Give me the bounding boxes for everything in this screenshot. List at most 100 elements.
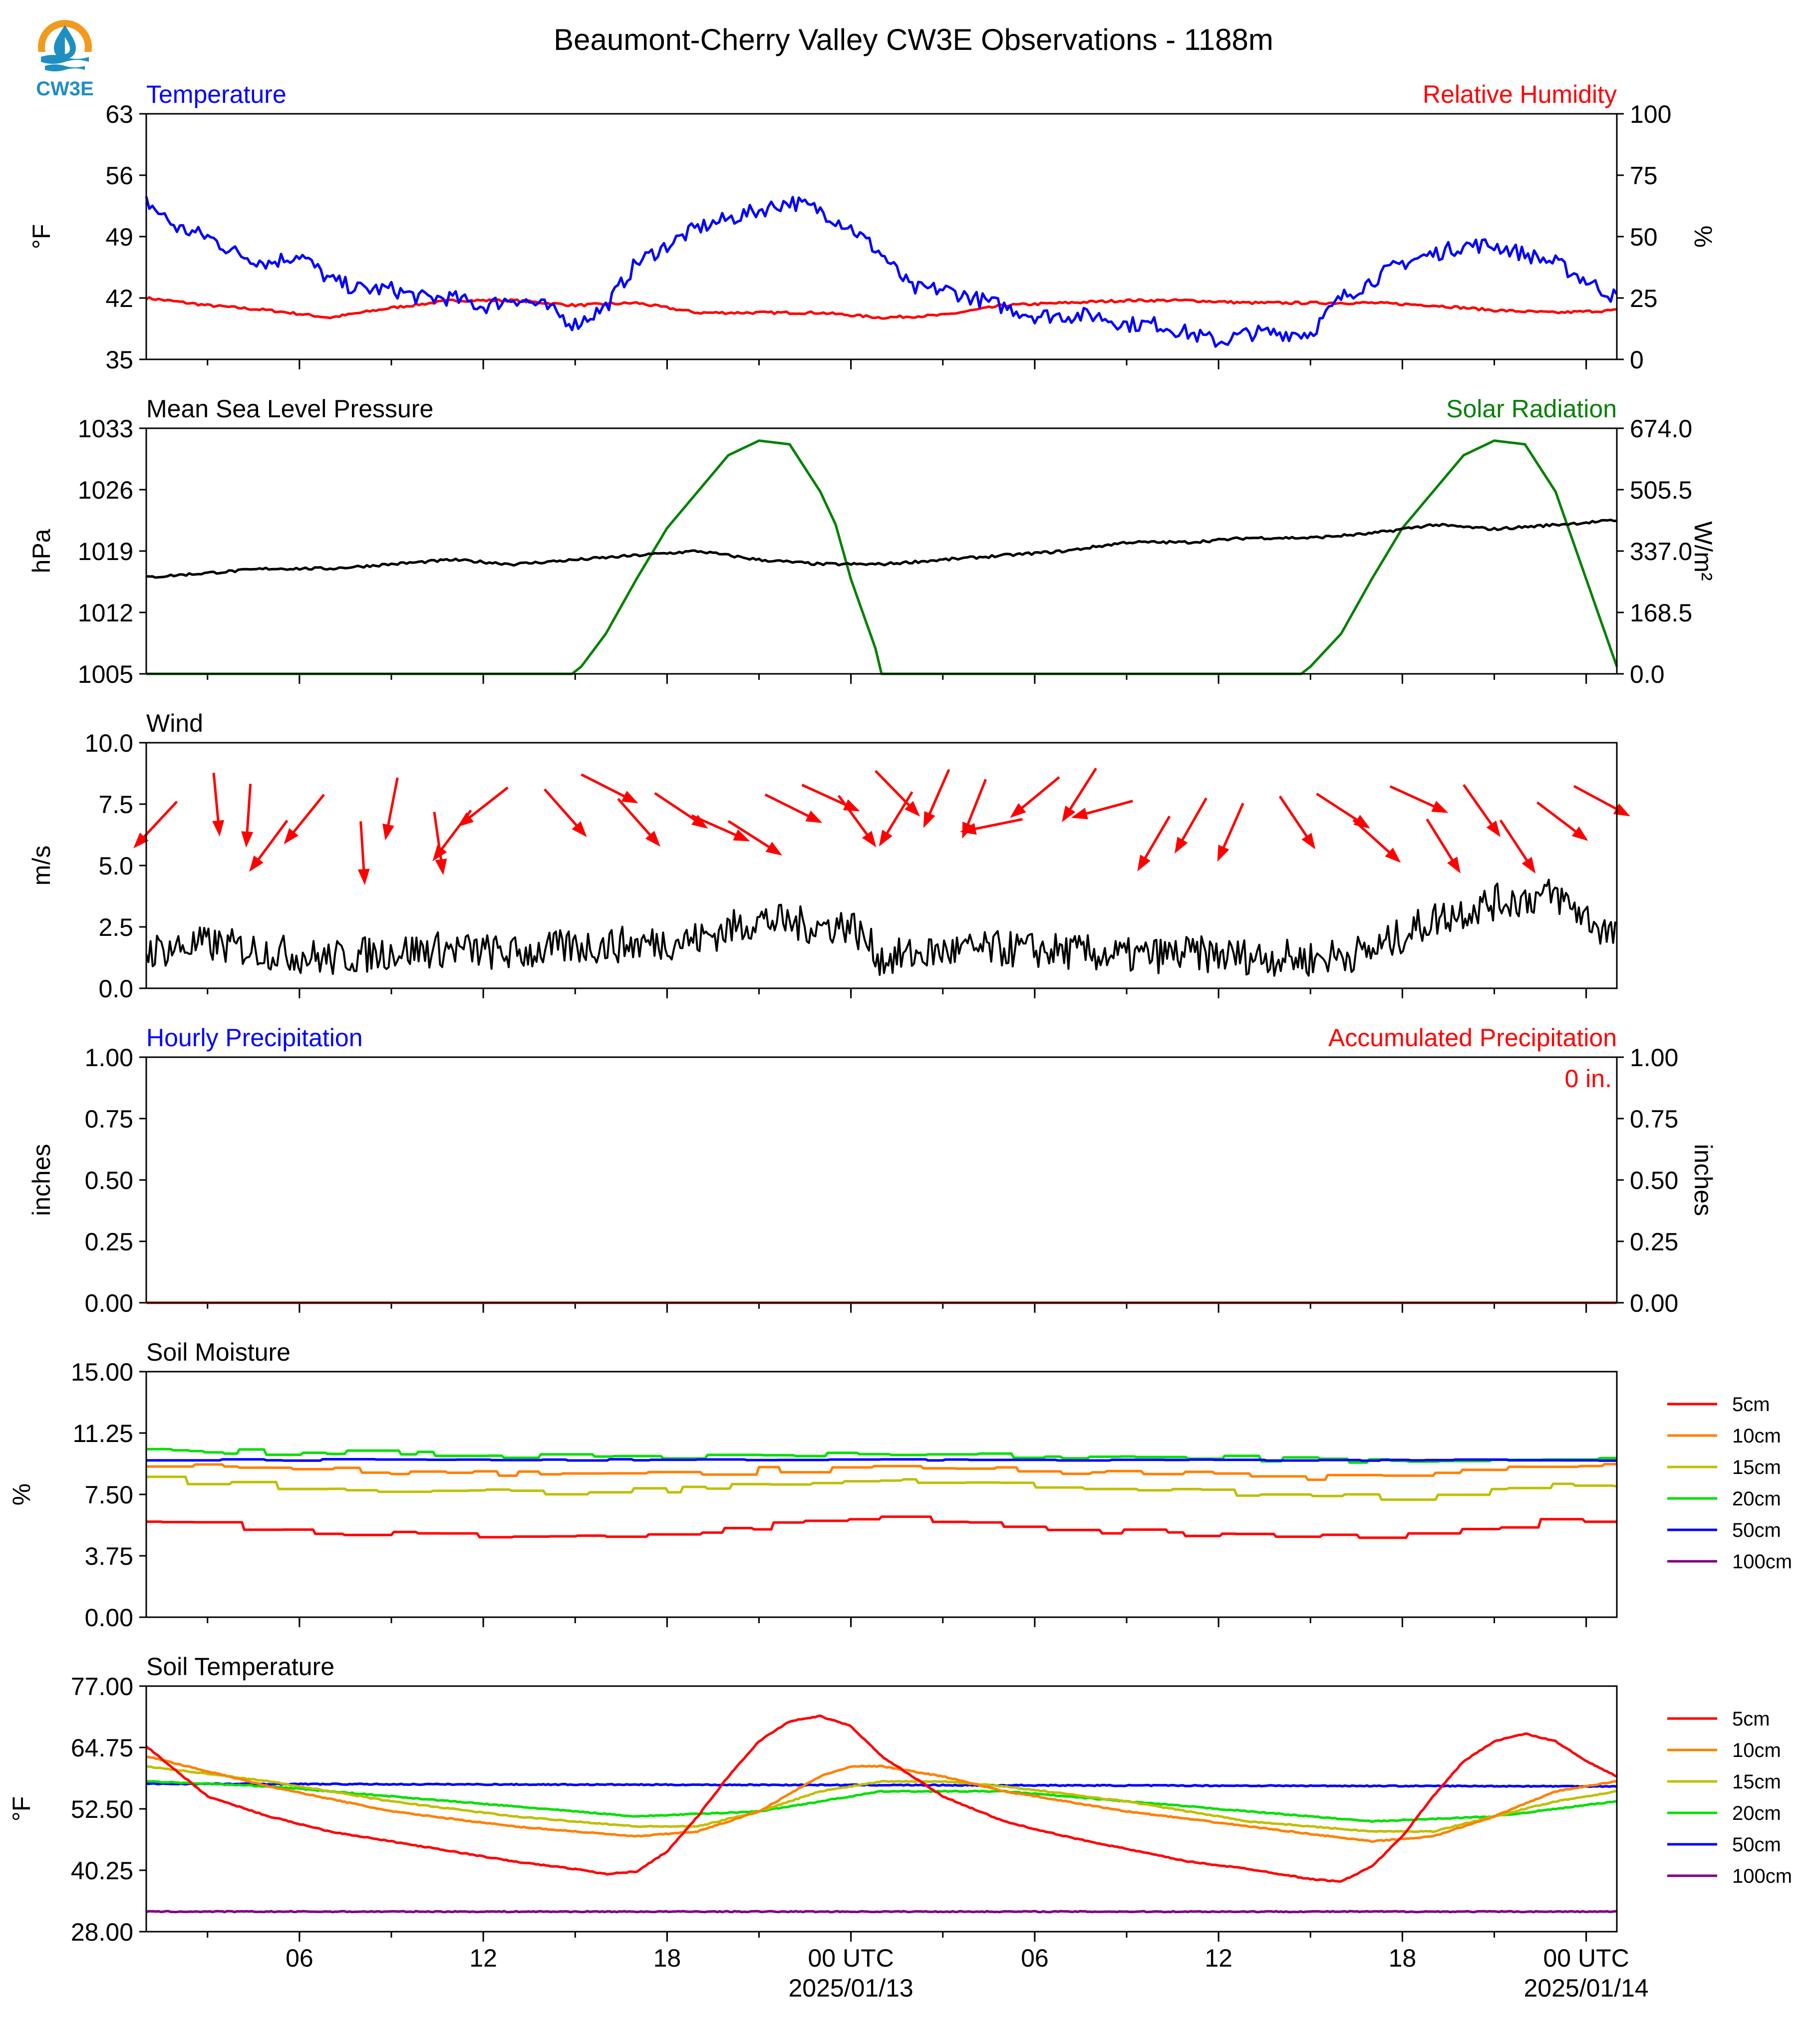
precip-right-title: Accumulated Precipitation [1328,1024,1617,1052]
wind-arrow [1389,785,1441,811]
wind-arrow [1463,784,1497,831]
humidity-line [145,296,1617,320]
pressure-ylabel: hPa [27,529,55,573]
y2-tick-label: 1.00 [1630,1044,1678,1072]
y-tick-label: 0.00 [85,1604,133,1632]
wind-left-title: Wind [146,709,203,737]
soil_temperature-panel: Soil Temperature 28.00 40.25 52.50 64.75 77.0… [7,1653,1792,2002]
wind-arrow-head [1447,857,1461,873]
y-tick-label: 49 [105,223,133,251]
soil_moisture-ylabel: % [7,1483,35,1505]
wind-arrow-head [1062,805,1076,823]
precip-left-title: Hourly Precipitation [146,1024,363,1052]
wind-arrow [581,773,631,801]
soil_temperature-left-title: Soil Temperature [146,1653,334,1681]
soil_moisture-panel: Soil Moisture 0.00 3.75 7.50 11.25 15.00% 5cm 1… [7,1338,1792,1632]
legend-label: 20cm [1732,1802,1781,1824]
y2-tick-label: 674.0 [1630,415,1692,443]
y-tick-label: 0.25 [85,1228,133,1256]
x-date-label: 2025/01/14 [1524,1974,1649,2002]
temperature-right-title: Relative Humidity [1423,80,1617,108]
cw3e-logo-mark: CW3E [36,20,94,100]
y-tick-label: 7.50 [85,1481,133,1509]
wind-arrow-head [1301,833,1316,850]
y-tick-label: 42 [105,285,133,312]
wind-arrow [464,786,509,823]
accumulated-total-label: 0 in. [1564,1065,1612,1093]
soil_temperature-ylabel: °F [7,1796,35,1822]
wind-arrow [1352,819,1395,858]
wind-arrow [212,773,220,828]
y-tick-label: 3.75 [85,1542,133,1570]
soil-20cm-line [146,1448,1617,1464]
wind-arrow [1079,800,1133,817]
wind-arrow [1219,803,1244,854]
wind-arrow-head [572,821,587,838]
x-tick-label: 06 [1021,1944,1049,1972]
wind-arrow [385,777,399,832]
y-tick-label: 1005 [78,660,133,688]
x-date-label: 2025/01/13 [789,1974,913,2002]
x-tick-label: 00 UTC [808,1944,894,1972]
soil-10cm-line [146,1755,1617,1843]
y2-tick-label: 0.0 [1630,660,1665,688]
wind-arrow [964,779,987,831]
wind-arrow [138,801,178,843]
wind-arrow-head [457,812,474,827]
wind-arrow [1316,793,1364,825]
temperature-panel: Temperature Relative Humidity 35 42 49 56 63 0 2… [27,80,1717,374]
y-tick-label: 5.0 [98,852,133,880]
wind-arrow-head [1385,848,1401,863]
wind-arrow-head [1137,855,1151,871]
y2-tick-label: 25 [1630,285,1658,312]
figure-title: Beaumont-Cherry Valley CW3E Observations… [554,23,1273,56]
x-tick-label: 18 [1389,1944,1417,1972]
legend-label: 100cm [1732,1551,1792,1573]
temperature-line [145,196,1618,348]
wind-arrow [1536,801,1582,837]
y-tick-label: 40.25 [71,1857,133,1885]
wind-arrow [1178,797,1208,847]
wind-arrow-head [435,859,447,875]
y-tick-label: 0.00 [85,1289,133,1317]
temperature-left-title: Temperature [146,80,287,108]
y-tick-label: 7.5 [98,791,133,819]
y-tick-label: 52.50 [71,1795,133,1823]
soil-15cm-line [146,1765,1617,1833]
pressure-line [146,519,1617,579]
y2-tick-label: 0.25 [1630,1228,1678,1256]
wind-arrow [727,820,776,852]
y2-tick-label: 337.0 [1630,538,1692,566]
wind-arrow [883,791,913,840]
wind-arrow-head [691,815,708,829]
y-tick-label: 28.00 [71,1918,133,1946]
y2-tick-label: 75 [1630,162,1658,190]
y2-tick-label: 0.75 [1630,1105,1678,1133]
wind-arrow-head [645,831,661,847]
y2-tick-label: 100 [1630,100,1671,128]
temperature-frame [145,113,1618,360]
soil-5cm-line [146,1515,1617,1539]
wind-arrow-head [382,823,394,841]
y-tick-label: 1019 [78,538,133,566]
wind-panel: Wind 0.0 2.5 5.0 7.5 10.0 m/s [27,709,1630,1003]
y-tick-label: 0.75 [85,1105,133,1133]
wind-arrow-head [1071,808,1088,820]
wind-arrow [1278,795,1312,843]
wind-arrow [654,792,701,825]
x-tick-label: 00 UTC [1543,1944,1629,1972]
wind-arrow [617,798,655,841]
legend-label: 100cm [1732,1865,1792,1887]
legend-label: 20cm [1732,1488,1781,1510]
legend-label: 15cm [1732,1771,1781,1793]
wind-arrow [253,820,289,866]
wind-arrow-head [621,791,638,804]
y2-tick-label: 0 [1630,346,1644,374]
x-tick-label: 18 [653,1944,681,1972]
y-tick-label: 2.5 [98,913,133,941]
wind-arrow [1065,768,1097,816]
wind-arrow [764,793,815,821]
wind-arrow [544,788,582,832]
wind-arrow-head [241,831,254,848]
